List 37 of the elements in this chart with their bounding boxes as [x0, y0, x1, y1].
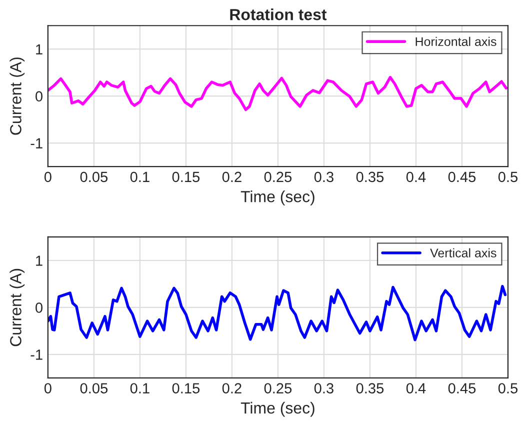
- chart-title: Rotation test: [230, 8, 327, 20]
- x-tick-label: 0.45: [448, 383, 476, 394]
- x-tick-label: 0.1: [130, 172, 150, 182]
- x-tick-label: 0.35: [356, 383, 384, 394]
- y-tick-label: -1: [30, 138, 42, 148]
- x-tick-label: 0.05: [80, 383, 108, 394]
- y-axis-title: Current (A): [10, 58, 25, 135]
- x-tick-label: 0.3: [314, 383, 334, 394]
- line-series: [48, 284, 507, 342]
- y-axis-title: Current (A): [10, 268, 25, 346]
- x-tick-label: 0.5: [498, 383, 518, 394]
- line-series: [48, 76, 508, 112]
- x-axis-title: Time (sec): [240, 190, 314, 206]
- x-tick-label: 0.4: [406, 383, 426, 394]
- y-tick-label: -1: [30, 350, 42, 360]
- x-tick-label: 0: [44, 383, 52, 394]
- x-tick-label: 0.15: [172, 172, 200, 182]
- legend-label: Vertical axis: [430, 248, 496, 258]
- y-tick-label: 0: [36, 302, 42, 313]
- x-tick-label: 0.05: [80, 172, 108, 182]
- x-tick-label: 0.5: [498, 172, 518, 182]
- x-tick-label: 0.25: [264, 383, 292, 394]
- x-axis-title: Time (sec): [240, 402, 314, 417]
- x-tick-label: 0.2: [222, 172, 242, 182]
- x-tick-label: 0.4: [406, 172, 426, 182]
- y-tick-label: 0: [36, 91, 42, 102]
- y-tick-label: 1: [36, 44, 42, 54]
- x-tick-label: 0.35: [356, 172, 384, 182]
- x-tick-label: 0.45: [448, 172, 476, 182]
- x-tick-label: 0.3: [314, 172, 334, 182]
- x-tick-label: 0.25: [264, 172, 292, 182]
- x-tick-label: 0.15: [172, 383, 200, 394]
- x-tick-label: 0: [44, 172, 52, 182]
- x-tick-label: 0.2: [222, 383, 242, 394]
- y-tick-label: 1: [36, 256, 42, 266]
- x-tick-label: 0.1: [130, 383, 150, 394]
- legend-label: Horizontal axis: [416, 36, 496, 46]
